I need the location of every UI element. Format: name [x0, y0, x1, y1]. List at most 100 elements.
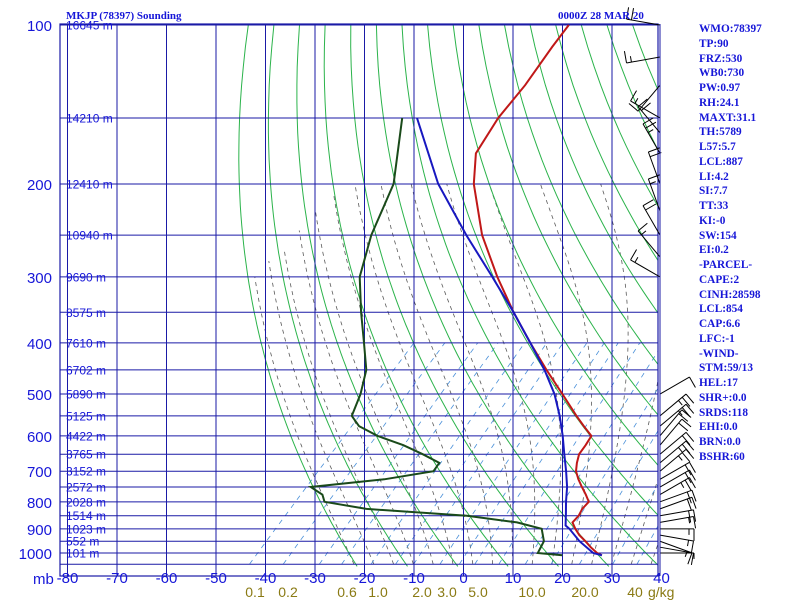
wind-barb-flag — [684, 472, 692, 484]
wind-barb — [623, 51, 661, 64]
wind-barb — [642, 199, 661, 236]
wind-barb-flag — [689, 462, 696, 473]
wind-barb-flag — [688, 510, 692, 523]
wind-barb-flag — [690, 540, 694, 553]
height-label: 2572 m — [66, 481, 106, 495]
wind-barb-flag — [691, 497, 697, 509]
index-item: LCL:887 — [699, 155, 743, 168]
wind-barb-flag — [642, 117, 654, 125]
height-label: 5125 m — [66, 409, 106, 423]
wind-barb-flag — [628, 103, 639, 112]
wind-barb-flag — [681, 443, 691, 454]
wind-barb-flag — [678, 422, 689, 432]
temperature-tick-label: -70 — [106, 570, 128, 587]
index-item: TH:5789 — [699, 126, 742, 139]
moist-adiabat-line — [611, 378, 658, 565]
wind-barb-flag — [686, 491, 692, 504]
wind-barb — [659, 440, 695, 464]
wind-barb-flag — [678, 447, 683, 453]
height-label: 1514 m — [66, 509, 106, 523]
index-item: STM:59/13 — [699, 362, 753, 375]
index-item: SI:7.7 — [699, 185, 728, 198]
index-item: RH:24.1 — [699, 96, 740, 109]
temperature-tick-label: -40 — [255, 570, 277, 587]
moist-adiabat-line — [268, 261, 375, 565]
wind-barb-flag — [692, 509, 697, 522]
wind-barb — [659, 496, 697, 511]
mixing-ratio-line — [474, 342, 619, 565]
height-label: 101 m — [66, 547, 99, 561]
wind-barb-shaft — [626, 18, 661, 26]
sounding-time: 0000Z 28 MAR 20 — [558, 10, 644, 22]
wind-barb-flag — [645, 203, 657, 211]
index-item: SRDS:118 — [699, 406, 748, 419]
wind-barb-flag — [681, 407, 691, 417]
mixing-ratio-tick-label: 2.0 — [412, 584, 432, 600]
moist-adiabats — [254, 183, 658, 565]
wind-barb-flag — [684, 464, 692, 476]
wind-barb-shaft — [659, 477, 690, 495]
index-item: SW:154 — [699, 229, 737, 242]
wind-barb-flag — [634, 256, 639, 263]
height-label: 16645 m — [66, 19, 113, 33]
wind-barb-shaft — [659, 540, 693, 554]
wind-barb-flag — [647, 129, 654, 133]
wind-barb-flag — [630, 90, 637, 102]
index-item: L57:5.7 — [699, 141, 736, 153]
dry-adiabat-line — [529, 24, 658, 314]
index-item: -PARCEL- — [699, 259, 753, 271]
temperature-tick-label: 20 — [554, 570, 571, 587]
sounding-profiles — [307, 24, 603, 557]
index-item: -WIND- — [699, 347, 739, 360]
height-label: 1023 m — [66, 522, 106, 536]
dry-adiabat-line — [478, 24, 658, 416]
wind-barb-flag — [637, 98, 648, 108]
height-label: 10940 m — [66, 229, 113, 243]
parcel-profile-line — [416, 117, 603, 557]
moist-adiabat-line — [630, 477, 658, 565]
index-item: KI:-0 — [699, 214, 726, 227]
wind-barb — [659, 376, 696, 395]
height-label: 4422 m — [66, 429, 106, 443]
wind-barb — [626, 7, 661, 26]
wind-barb-flag — [689, 469, 696, 481]
pressure-tick-label: 800 — [27, 495, 52, 512]
wind-barb — [630, 249, 661, 278]
index-item: BRN:0.0 — [699, 436, 741, 448]
height-label: 9690 m — [66, 270, 106, 284]
wind-barb-shaft — [637, 230, 661, 258]
mixing-ratio-line — [282, 342, 446, 565]
plot-frame — [59, 23, 659, 577]
mixing-ratio-tick-label: 5.0 — [468, 584, 488, 600]
temperature-tick-label: -80 — [57, 570, 79, 587]
mixing-ratio-line — [249, 342, 415, 565]
temperature-profile-line — [472, 24, 603, 557]
wind-barb — [659, 418, 692, 446]
wind-barb-flag — [648, 174, 660, 180]
mixing-ratio-line — [498, 342, 641, 565]
pressure-tick-label: 1000 — [19, 546, 52, 563]
index-item: LFC:-1 — [699, 332, 735, 345]
temperature-tick-label: 10 — [505, 570, 522, 587]
index-item: BSHR:60 — [699, 450, 745, 463]
wind-barb-flag — [685, 432, 695, 442]
mixing-ratio-line — [550, 387, 658, 565]
index-item: WB0:730 — [699, 67, 745, 80]
wind-barb-shaft — [630, 259, 661, 278]
wind-barb-shaft — [659, 496, 693, 510]
height-label: 3765 m — [66, 448, 106, 462]
dry-adiabat-line — [504, 24, 658, 366]
wind-barb-flag — [681, 435, 691, 446]
height-label: 2028 m — [66, 495, 106, 509]
pressure-tick-label: 400 — [27, 336, 52, 353]
wind-barb-shaft — [642, 123, 661, 154]
wind-barb — [660, 552, 695, 559]
temperature-tick-label: -50 — [205, 570, 227, 587]
pressure-tick-label: 900 — [27, 522, 52, 539]
mixing-ratio-line — [341, 342, 499, 565]
mixing-ratio-tick-label: 3.0 — [437, 584, 457, 600]
wind-barb-shaft — [659, 409, 683, 437]
wind-barb-shaft — [659, 546, 694, 554]
temperature-tick-label: 40 — [653, 570, 670, 587]
